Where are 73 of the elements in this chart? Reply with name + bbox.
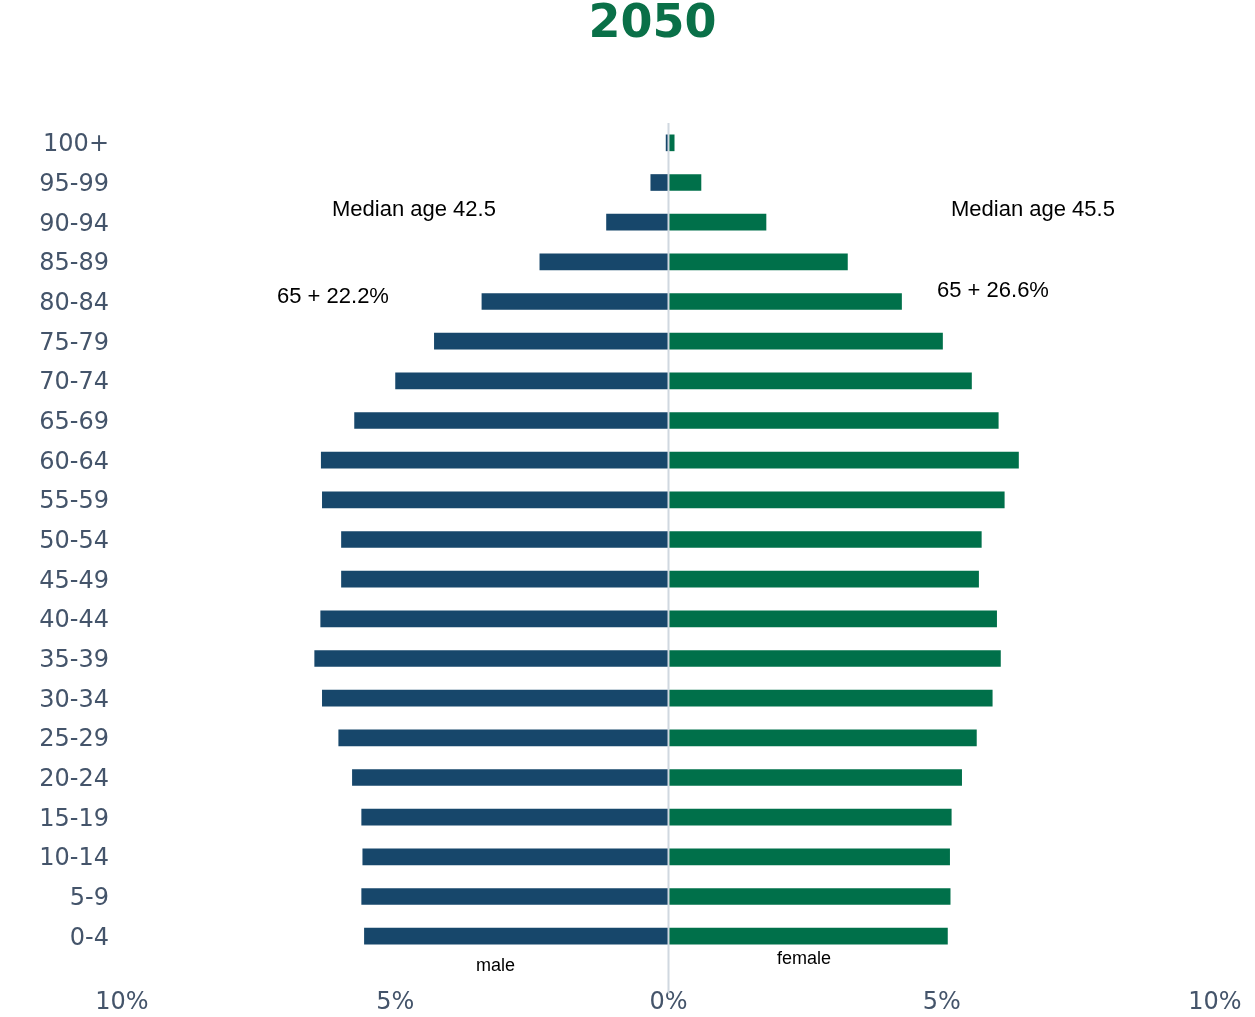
bar bbox=[668, 253, 848, 271]
bar bbox=[434, 332, 669, 350]
bar bbox=[668, 689, 993, 707]
x-tick-label: 10% bbox=[95, 987, 149, 1015]
bar bbox=[668, 848, 950, 866]
y-tick-label: 0-4 bbox=[69, 922, 109, 951]
annotation: 65 + 22.2% bbox=[277, 283, 389, 308]
x-tick-label: 10% bbox=[1188, 987, 1242, 1015]
bar bbox=[668, 769, 962, 786]
bar bbox=[341, 531, 669, 548]
bar bbox=[539, 253, 669, 271]
bar bbox=[364, 927, 669, 945]
y-tick-label: 60-64 bbox=[39, 446, 109, 475]
y-tick-label: 65-69 bbox=[39, 406, 109, 435]
bar bbox=[668, 650, 1001, 667]
y-tick-label: 25-29 bbox=[39, 724, 109, 753]
bar bbox=[668, 412, 999, 429]
bar bbox=[668, 213, 767, 231]
series-label: male bbox=[476, 955, 516, 975]
annotation: Median age 42.5 bbox=[332, 196, 496, 221]
x-tick-label: 5% bbox=[376, 987, 415, 1015]
bar bbox=[395, 372, 669, 390]
bar bbox=[668, 451, 1019, 469]
bar bbox=[606, 213, 669, 231]
bar bbox=[352, 769, 669, 786]
y-tick-label: 100+ bbox=[43, 129, 109, 158]
bar bbox=[354, 412, 669, 429]
series-label: female bbox=[777, 948, 832, 968]
y-tick-label: 50-54 bbox=[39, 525, 109, 554]
bar bbox=[668, 491, 1005, 509]
bar bbox=[322, 491, 669, 509]
y-tick-label: 70-74 bbox=[39, 367, 109, 396]
annotation: Median age 45.5 bbox=[951, 196, 1115, 221]
bar bbox=[668, 332, 943, 350]
bar bbox=[668, 927, 948, 945]
bar bbox=[322, 689, 669, 707]
y-tick-label: 20-24 bbox=[39, 763, 109, 792]
bar bbox=[668, 610, 997, 628]
bar bbox=[341, 570, 669, 588]
y-tick-label: 45-49 bbox=[39, 565, 109, 594]
bar bbox=[668, 729, 977, 747]
y-tick-label: 90-94 bbox=[39, 208, 109, 237]
y-tick-label: 40-44 bbox=[39, 605, 109, 634]
bar bbox=[338, 729, 669, 747]
y-tick-label: 80-84 bbox=[39, 287, 109, 316]
bar bbox=[668, 174, 702, 191]
y-tick-label: 10-14 bbox=[39, 843, 109, 872]
y-tick-label: 30-34 bbox=[39, 684, 109, 713]
bar bbox=[668, 570, 979, 588]
chart-title: 2050 bbox=[588, 0, 717, 49]
y-tick-label: 5-9 bbox=[69, 882, 109, 911]
bar bbox=[361, 888, 669, 905]
bar bbox=[668, 372, 972, 390]
bar bbox=[668, 808, 952, 826]
x-tick-label: 0% bbox=[649, 987, 688, 1015]
bar bbox=[668, 888, 951, 905]
bar bbox=[320, 610, 669, 628]
y-tick-label: 15-19 bbox=[39, 803, 109, 832]
y-tick-label: 85-89 bbox=[39, 248, 109, 277]
bar bbox=[314, 650, 669, 667]
annotation: 65 + 26.6% bbox=[937, 277, 1049, 302]
x-tick-label: 5% bbox=[922, 987, 961, 1015]
bar bbox=[668, 531, 982, 548]
bar bbox=[320, 451, 669, 469]
y-tick-label: 35-39 bbox=[39, 644, 109, 673]
bar bbox=[650, 174, 669, 191]
y-tick-label: 75-79 bbox=[39, 327, 109, 356]
y-tick-label: 95-99 bbox=[39, 168, 109, 197]
bar bbox=[361, 808, 669, 826]
bar bbox=[481, 293, 669, 310]
y-tick-label: 55-59 bbox=[39, 486, 109, 515]
bar bbox=[668, 293, 902, 310]
bar bbox=[362, 848, 669, 866]
